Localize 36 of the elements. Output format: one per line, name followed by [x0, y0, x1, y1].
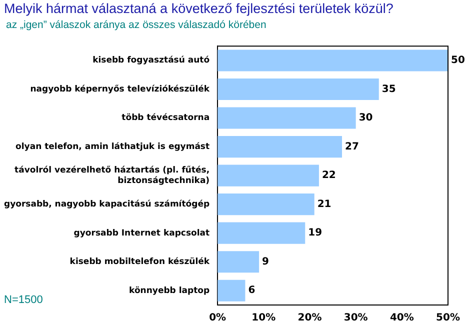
data-label: 30 [358, 112, 373, 124]
bar [218, 78, 379, 100]
chart-subtitle: az „igen” válaszok aránya az összes válaszadó körében [6, 19, 266, 31]
y-tick-label: olyan telefon, amin láthatjuk is egymást [16, 142, 210, 152]
text: N=1500 [4, 294, 43, 306]
bar [218, 251, 260, 273]
chart-title: Melyik hármat választaná a következő fejlesztési területek közül? [4, 1, 394, 16]
y-tick-label: több tévécsatorna [122, 113, 210, 124]
y-tick-label: gyorsabb, nagyobb kapacitású számítógép [4, 200, 210, 210]
bar [218, 50, 448, 72]
y-tick-label: kisebb fogyasztású autó [92, 56, 210, 66]
bar [218, 107, 356, 129]
x-tick-label: 20% [298, 312, 322, 324]
bar [218, 194, 314, 216]
bar [218, 280, 246, 302]
y-tick-label: gyorsabb Internet kapcsolat [74, 228, 210, 238]
y-tick-label: nagyobb képernyős televíziókészülék [30, 84, 210, 94]
x-tick-label: 40% [390, 312, 414, 324]
x-tick-label: 50% [436, 312, 460, 324]
data-label: 27 [345, 141, 359, 152]
data-label: 6 [248, 285, 256, 296]
x-tick-label: 10% [252, 312, 276, 324]
data-label: 50 [451, 55, 465, 66]
data-label: 22 [322, 170, 336, 182]
y-tick-label: kisebb mobiltelefon készülék [70, 257, 210, 268]
x-tick-label: 0% [209, 312, 226, 324]
data-label: 19 [308, 228, 322, 239]
bar [218, 164, 319, 186]
y-tick-label: távolról vezérelhető háztartás (pl. fűtés, biztonságtechnika) [14, 166, 210, 186]
data-label: 21 [317, 198, 332, 210]
bar [218, 136, 342, 158]
y-tick-label: könnyebb laptop [129, 286, 210, 296]
data-label: 35 [382, 84, 396, 95]
data-label: 9 [262, 256, 270, 268]
bar [218, 222, 306, 244]
x-tick-label: 30% [344, 312, 368, 324]
